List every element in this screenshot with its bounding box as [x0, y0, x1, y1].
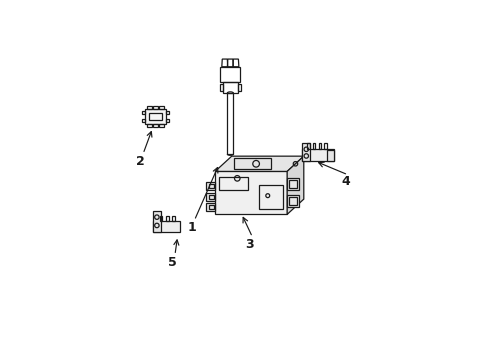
Text: 5: 5: [168, 256, 176, 269]
Polygon shape: [206, 203, 215, 211]
Polygon shape: [206, 182, 215, 190]
Text: 1: 1: [187, 221, 196, 234]
Polygon shape: [287, 156, 304, 214]
Polygon shape: [206, 193, 215, 201]
Polygon shape: [215, 171, 287, 214]
Polygon shape: [287, 178, 299, 190]
Polygon shape: [145, 109, 166, 124]
Polygon shape: [153, 221, 180, 232]
Polygon shape: [326, 150, 334, 161]
Polygon shape: [287, 195, 299, 207]
Polygon shape: [153, 211, 161, 232]
Polygon shape: [215, 156, 304, 171]
Polygon shape: [302, 143, 310, 161]
Text: 3: 3: [245, 238, 254, 251]
Text: 2: 2: [136, 154, 145, 167]
Polygon shape: [302, 149, 334, 161]
Text: 4: 4: [341, 175, 350, 188]
